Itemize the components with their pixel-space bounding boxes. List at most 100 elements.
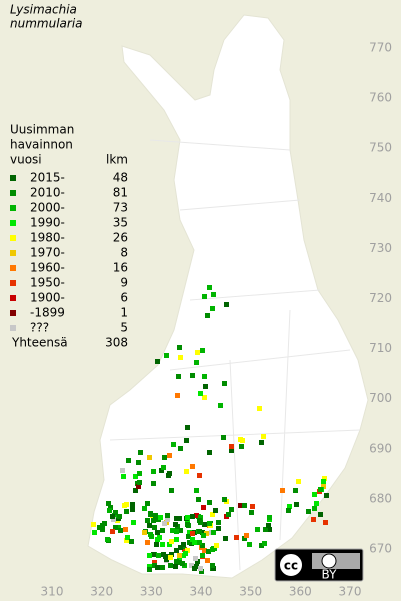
legend-count: 6	[120, 291, 128, 305]
legend-swatch	[10, 175, 16, 181]
x-tick-label: 350	[239, 585, 262, 599]
observation-square	[263, 527, 268, 532]
observation-square	[205, 313, 210, 318]
legend-count: 73	[113, 201, 128, 215]
observation-square	[131, 520, 136, 525]
observation-square	[138, 450, 143, 455]
observation-square	[110, 529, 115, 534]
legend-label: ???	[30, 321, 49, 335]
observation-square	[322, 476, 327, 481]
observation-square	[152, 563, 157, 568]
x-tick-label: 340	[190, 585, 213, 599]
observation-square	[184, 469, 189, 474]
observation-square	[154, 542, 159, 547]
observation-square	[213, 508, 218, 513]
observation-square	[194, 513, 199, 518]
observation-square	[207, 285, 212, 290]
cc-circle	[278, 552, 304, 578]
observation-square	[91, 522, 96, 527]
observation-square	[106, 501, 111, 506]
observation-square	[192, 540, 197, 545]
x-tick-label: 310	[41, 585, 64, 599]
observation-square	[160, 528, 165, 533]
observation-square	[267, 515, 272, 520]
observation-square	[221, 435, 226, 440]
observation-square	[180, 561, 185, 566]
legend-count: 5	[120, 321, 128, 335]
observation-square	[190, 464, 195, 469]
observation-square	[234, 535, 239, 540]
observation-square	[177, 516, 182, 521]
observation-square	[204, 531, 209, 536]
legend-count: 16	[113, 261, 128, 275]
y-tick-label: 750	[369, 141, 392, 155]
observation-square	[242, 503, 247, 508]
y-tick-label: 700	[369, 391, 392, 405]
y-tick-label: 670	[369, 542, 392, 556]
observation-square	[311, 517, 316, 522]
observation-square	[151, 518, 156, 523]
observation-square	[321, 484, 326, 489]
observation-square	[145, 540, 150, 545]
observation-square	[196, 497, 201, 502]
observation-square	[147, 564, 152, 569]
observation-square	[266, 523, 271, 528]
observation-square	[185, 515, 190, 520]
observation-square	[122, 503, 127, 508]
observation-square	[126, 458, 131, 463]
observation-square	[187, 530, 192, 535]
observation-square	[190, 514, 195, 519]
observation-square	[117, 514, 122, 519]
observation-square	[183, 551, 188, 556]
observation-square	[324, 493, 329, 498]
observation-square	[181, 542, 186, 547]
legend-count: 8	[120, 246, 128, 260]
legend-header: havainnon	[10, 138, 73, 152]
observation-square	[159, 468, 164, 473]
observation-square	[287, 504, 292, 509]
observation-square	[142, 506, 147, 511]
legend-count: 81	[113, 186, 128, 200]
observation-square	[110, 514, 115, 519]
observation-square	[113, 525, 118, 530]
x-tick-label: 330	[140, 585, 163, 599]
observation-square	[178, 355, 183, 360]
observation-square	[125, 535, 130, 540]
observation-square	[223, 536, 228, 541]
observation-square	[136, 460, 141, 465]
observation-square	[189, 563, 194, 568]
observation-square	[201, 533, 206, 538]
finland-outline	[87, 14, 369, 579]
legend-swatch	[10, 295, 16, 301]
observation-square	[168, 563, 173, 568]
observation-square	[168, 555, 173, 560]
observation-square	[124, 509, 129, 514]
observation-square	[259, 440, 264, 445]
observation-square	[184, 438, 189, 443]
region-borders	[109, 139, 361, 571]
observation-square	[92, 530, 97, 535]
observation-square	[161, 552, 166, 557]
observation-square	[102, 521, 107, 526]
y-tick-label: 730	[369, 241, 392, 255]
observation-square	[105, 537, 110, 542]
observation-square	[177, 553, 182, 558]
observation-square	[178, 545, 183, 550]
legend-count: 26	[113, 231, 128, 245]
observation-square	[202, 294, 207, 299]
observation-square	[211, 530, 216, 535]
observation-square	[229, 444, 234, 449]
title-line: Lysimachia	[10, 3, 77, 17]
legend-label: 1960-	[30, 261, 65, 275]
observation-square	[216, 526, 221, 531]
observation-square	[145, 501, 150, 506]
observation-square	[151, 481, 156, 486]
y-tick-label: 760	[369, 91, 392, 105]
observation-square	[216, 520, 221, 525]
observation-square	[123, 527, 128, 532]
observation-square	[218, 403, 223, 408]
observation-square	[174, 516, 179, 521]
y-tick-label: 710	[369, 341, 392, 355]
legend-label: 1980-	[30, 231, 65, 245]
legend-label: 1990-	[30, 216, 65, 230]
